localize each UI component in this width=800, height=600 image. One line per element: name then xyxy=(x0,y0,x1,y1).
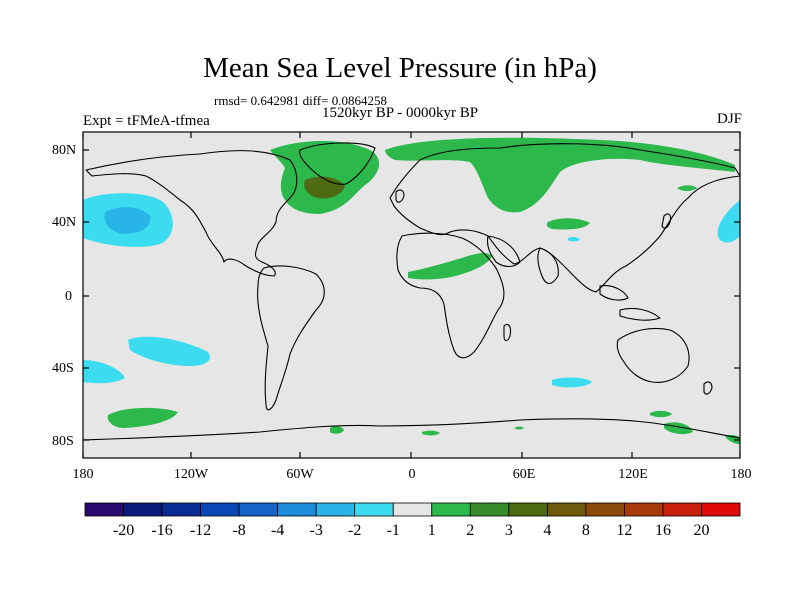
colorbar-swatch xyxy=(123,502,163,517)
colorbar-swatch xyxy=(200,502,240,517)
season-label: DJF xyxy=(716,111,742,127)
east-asia-anomaly xyxy=(546,218,590,230)
colorbar-swatch xyxy=(508,502,548,517)
colorbar-label: -4 xyxy=(271,522,284,539)
colorbar-swatch xyxy=(84,502,124,517)
x-tick-180w: 180 xyxy=(72,467,94,482)
colorbar-swatch xyxy=(546,502,587,517)
map-frame xyxy=(82,131,741,459)
colorbar-swatch xyxy=(238,502,279,517)
colorbar-label: -20 xyxy=(113,522,134,539)
antarctic-anomaly-3 xyxy=(650,410,672,418)
colorbar-swatch xyxy=(392,502,433,517)
colorbar: -20 -16 -12 -8 -4 -3 -2 -1 1 2 3 4 8 12 16 20 xyxy=(84,502,741,539)
colorbar-swatch xyxy=(585,502,625,517)
colorbar-swatch xyxy=(277,502,317,517)
experiment-label: Expt = tFMeA-tfmea xyxy=(83,113,210,129)
north-pacific-core xyxy=(104,207,151,234)
x-tick-180e: 180 xyxy=(730,467,752,482)
colorbar-label: -12 xyxy=(190,522,211,539)
colorbar-label: -8 xyxy=(232,522,245,539)
colorbar-label: 12 xyxy=(616,522,632,539)
colorbar-swatch xyxy=(624,502,664,517)
southeast-pacific-negative xyxy=(83,360,125,384)
antarctic-anomaly-1 xyxy=(330,426,344,434)
colorbar-label: -1 xyxy=(387,522,400,539)
south-pacific-anomaly xyxy=(107,407,178,428)
colorbar-label: 4 xyxy=(543,522,551,539)
colorbar-swatch xyxy=(662,502,702,517)
colorbar-swatch xyxy=(315,502,356,517)
x-tick-60w: 60W xyxy=(286,467,314,482)
chart-title: Mean Sea Level Pressure (in hPa) xyxy=(203,52,597,84)
colorbar-label: 3 xyxy=(505,522,513,539)
colorbar-label: -16 xyxy=(151,522,172,539)
colorbar-swatch xyxy=(354,502,394,517)
indian-ocean-negative xyxy=(552,377,592,388)
colorbar-label: 16 xyxy=(655,522,671,539)
colorbar-label: 8 xyxy=(582,522,590,539)
x-tick-120w: 120W xyxy=(173,467,209,482)
colorbar-label: -3 xyxy=(310,522,323,539)
y-tick-40n: 40N xyxy=(52,215,77,230)
x-tick-0: 0 xyxy=(408,467,416,482)
greenland-strong-anomaly xyxy=(304,176,345,199)
x-tick-120e: 120E xyxy=(618,467,648,482)
colorbar-label: 2 xyxy=(466,522,474,539)
colorbar-swatch xyxy=(161,502,201,517)
colorbar-label: -2 xyxy=(348,522,361,539)
south-pacific-negative xyxy=(128,336,210,366)
anomaly-fields xyxy=(83,137,740,444)
coastlines xyxy=(82,142,741,441)
central-asia-negative xyxy=(568,236,580,242)
pacific-nw-anomaly xyxy=(677,185,697,191)
period-label: 1520kyr BP - 0000kyr BP xyxy=(322,105,479,121)
y-tick-80s: 80S xyxy=(52,434,74,449)
y-tick-40s: 40S xyxy=(52,361,74,376)
colorbar-swatch xyxy=(701,502,741,517)
east-pacific-negative xyxy=(717,200,740,243)
colorbar-swatch xyxy=(469,502,510,517)
x-tick-60e: 60E xyxy=(512,467,536,482)
stats-line: rmsd= 0.642981 diff= 0.0864258 xyxy=(214,93,387,108)
antarctic-anomaly-6 xyxy=(514,426,524,430)
colorbar-label: 20 xyxy=(693,522,709,539)
map-background xyxy=(83,132,740,458)
north-africa-anomaly xyxy=(408,252,492,280)
antarctic-anomaly-2 xyxy=(422,430,440,436)
colorbar-swatch xyxy=(431,502,471,517)
colorbar-label: 1 xyxy=(428,522,436,539)
y-tick-0: 0 xyxy=(65,289,72,304)
y-tick-80n: 80N xyxy=(52,143,77,158)
siberia-anomaly xyxy=(385,137,735,213)
